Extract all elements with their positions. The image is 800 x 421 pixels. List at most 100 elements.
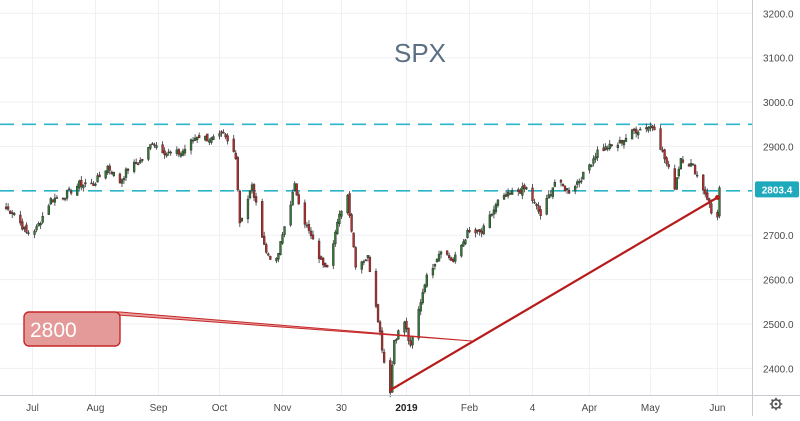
candle <box>277 252 280 263</box>
candle <box>340 210 343 220</box>
candle <box>539 205 542 220</box>
candle <box>305 222 309 228</box>
candle <box>634 126 638 138</box>
candle <box>147 146 150 162</box>
candle <box>11 209 14 219</box>
candle <box>169 150 172 156</box>
settings-gear-icon[interactable] <box>769 397 783 411</box>
candle <box>533 198 536 204</box>
candle <box>122 176 126 184</box>
candle <box>604 143 607 151</box>
candle <box>177 147 181 158</box>
candle <box>141 158 144 163</box>
candle <box>362 259 365 266</box>
candle <box>212 134 215 140</box>
x-tick-label: May <box>641 403 660 414</box>
candle <box>661 146 664 153</box>
candle <box>667 160 670 170</box>
candle <box>350 212 353 233</box>
candle <box>246 195 250 224</box>
candle <box>295 183 298 196</box>
callout-group: 2800 <box>23 311 473 347</box>
candle <box>33 229 36 239</box>
candle <box>382 348 386 364</box>
candle <box>175 146 178 157</box>
candle <box>234 150 237 161</box>
candle <box>693 163 697 175</box>
y-tick-label: 2700.0 <box>763 231 794 242</box>
candle <box>198 132 201 139</box>
candle <box>419 299 422 316</box>
candle <box>191 136 195 144</box>
candle <box>450 256 453 261</box>
candle <box>689 159 693 168</box>
candle <box>366 254 370 262</box>
candle <box>691 163 695 166</box>
y-tick-label: 2400.0 <box>763 364 794 375</box>
candle <box>492 205 496 219</box>
candle <box>561 183 565 187</box>
y-tick-label: 3100.0 <box>763 54 794 65</box>
chart-title: SPX <box>394 38 446 68</box>
x-tick-label: Aug <box>87 403 105 414</box>
candle <box>248 190 252 200</box>
candle <box>311 230 315 240</box>
candle <box>624 133 628 143</box>
candle <box>69 188 73 196</box>
candle <box>51 199 55 204</box>
candle <box>565 188 569 194</box>
candle <box>677 166 680 180</box>
candle <box>240 217 244 223</box>
y-tick-label: 2500.0 <box>763 320 794 331</box>
candle <box>153 142 156 149</box>
candle <box>474 227 477 238</box>
candle <box>267 252 270 257</box>
candle <box>281 231 284 245</box>
candle <box>84 178 87 188</box>
candle <box>106 164 109 176</box>
candle <box>47 203 50 215</box>
candle <box>574 184 577 195</box>
candle <box>269 255 272 261</box>
candle <box>53 193 57 206</box>
price-label: 2803.4 <box>755 181 799 198</box>
candle <box>523 183 526 193</box>
candle <box>149 144 152 151</box>
candle <box>578 178 581 188</box>
candle <box>232 134 235 153</box>
callout-text: 2800 <box>30 319 77 342</box>
candle <box>25 222 28 234</box>
candle <box>78 179 81 190</box>
candle <box>167 148 170 156</box>
price-label-text: 2803.4 <box>762 185 793 196</box>
candle <box>80 175 83 191</box>
candle <box>452 257 455 263</box>
candle <box>423 283 426 294</box>
candle <box>716 209 719 221</box>
candle <box>261 198 264 238</box>
candle <box>478 229 481 236</box>
candle <box>297 191 300 205</box>
candle <box>521 182 524 200</box>
candle <box>559 179 563 187</box>
candle <box>112 171 115 178</box>
candle <box>226 133 229 145</box>
candle <box>338 210 341 227</box>
candle <box>55 195 59 199</box>
candle <box>236 155 239 192</box>
candle <box>468 227 471 234</box>
candle <box>706 188 709 201</box>
candle <box>380 327 384 354</box>
candle <box>155 142 158 150</box>
candle <box>632 127 636 135</box>
candle <box>6 203 10 212</box>
candle <box>594 152 597 163</box>
candle <box>608 140 611 151</box>
candle <box>336 218 339 235</box>
candle <box>90 178 93 185</box>
candle <box>665 156 668 167</box>
y-tick-label: 2900.0 <box>763 142 794 153</box>
candle <box>393 339 396 366</box>
candle <box>496 199 500 208</box>
candle <box>317 238 321 264</box>
